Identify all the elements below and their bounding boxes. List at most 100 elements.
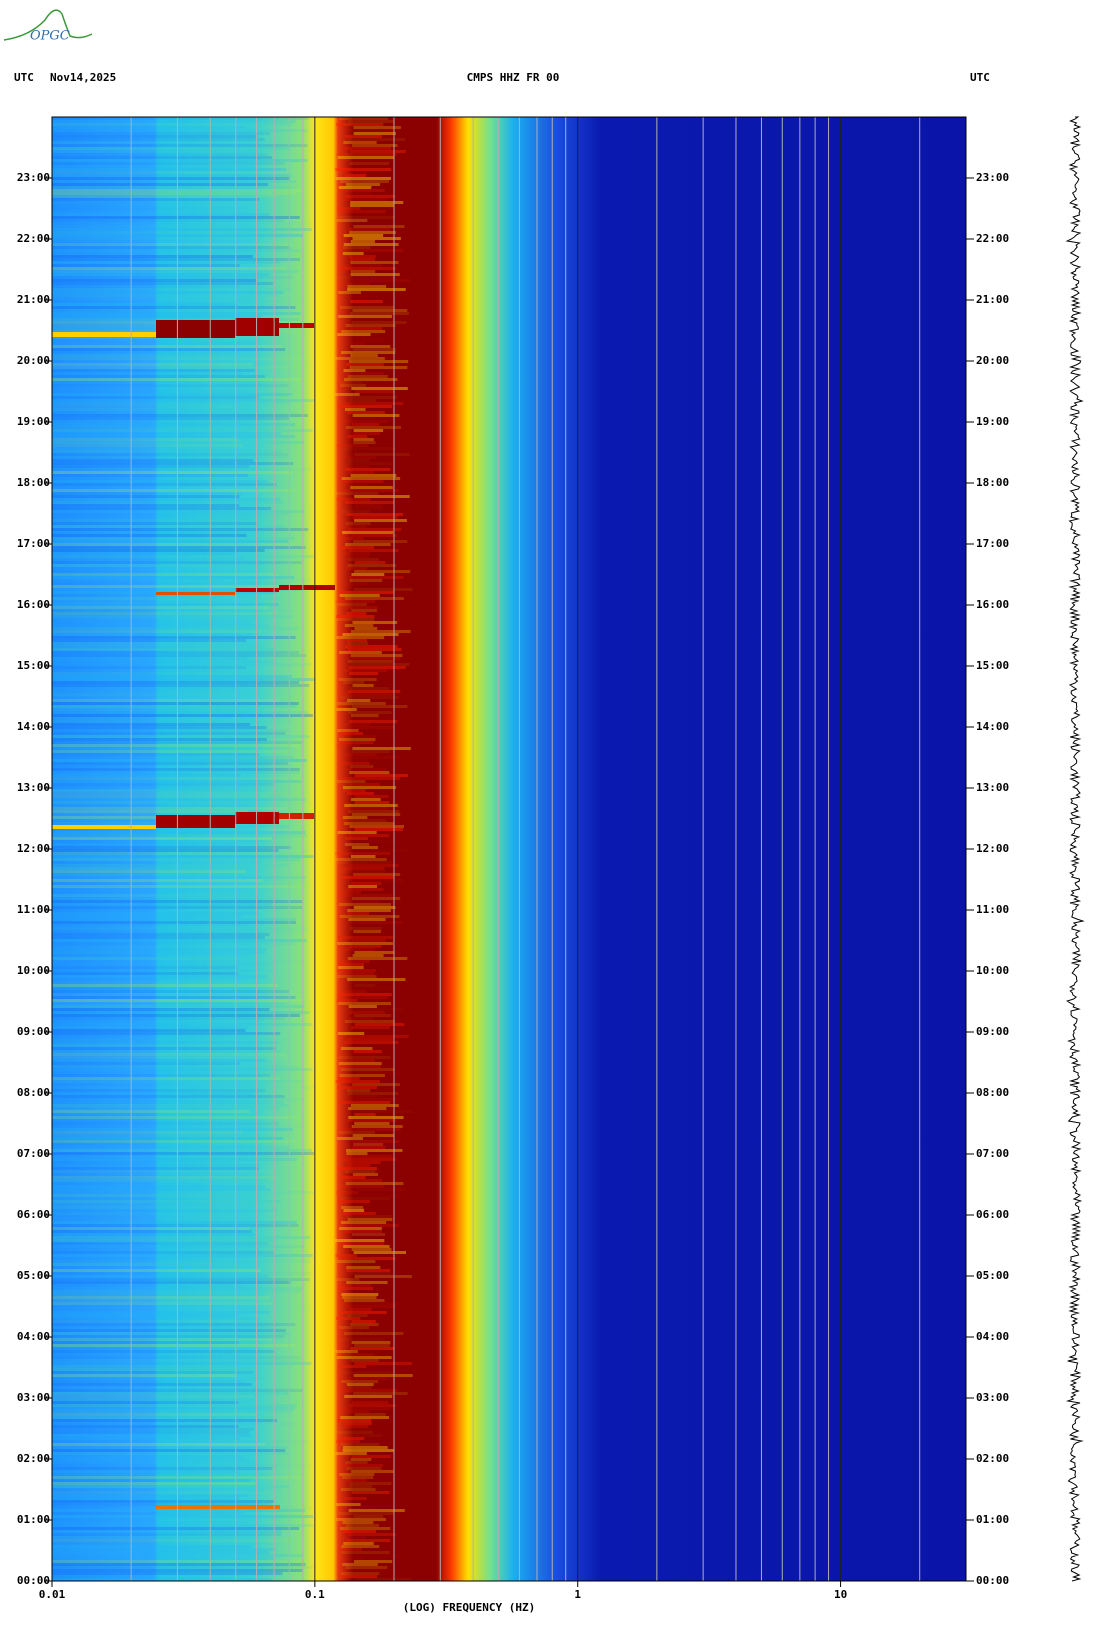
texture-row <box>52 795 271 798</box>
texture-row <box>52 501 283 504</box>
texture-row <box>52 510 305 513</box>
texture-row <box>52 129 308 132</box>
y-tick-label: 11:00 <box>17 903 50 916</box>
y-tick-label: 03:00 <box>17 1391 50 1404</box>
texture-row <box>338 1407 392 1410</box>
texture-row <box>346 699 371 702</box>
texture-row <box>338 1002 392 1005</box>
texture-row <box>342 1563 378 1566</box>
texture-row <box>342 786 397 789</box>
texture-row <box>52 369 256 372</box>
texture-row <box>52 366 313 369</box>
texture-row <box>341 1437 365 1440</box>
texture-row <box>52 126 246 129</box>
texture-row <box>340 1527 391 1530</box>
texture-row <box>342 483 369 486</box>
texture-row <box>349 735 376 738</box>
texture-row <box>52 651 299 654</box>
texture-row <box>52 870 246 873</box>
texture-row <box>52 666 247 669</box>
texture-row <box>348 360 409 363</box>
texture-row <box>52 1416 273 1419</box>
texture-row <box>52 1134 276 1137</box>
texture-row <box>348 528 402 531</box>
texture-row <box>354 561 386 564</box>
texture-row <box>350 474 397 477</box>
texture-row <box>339 1548 363 1551</box>
texture-row <box>52 705 297 708</box>
texture-row <box>52 1191 315 1194</box>
texture-row <box>52 1026 248 1029</box>
texture-row <box>335 1254 357 1257</box>
texture-row <box>52 678 315 681</box>
texture-row <box>336 1260 376 1263</box>
texture-row <box>52 903 272 906</box>
texture-row <box>342 480 384 483</box>
texture-row <box>52 429 313 432</box>
texture-row <box>52 1380 246 1383</box>
texture-row <box>52 720 291 723</box>
texture-row <box>343 822 395 825</box>
texture-row <box>336 219 368 222</box>
texture-row <box>352 747 411 750</box>
texture-row <box>52 480 268 483</box>
texture-row <box>354 1578 413 1581</box>
event <box>156 815 235 828</box>
texture-row <box>340 1158 396 1161</box>
texture-row <box>337 975 377 978</box>
texture-row <box>52 1143 308 1146</box>
texture-row <box>52 1455 245 1458</box>
texture-row <box>52 585 292 588</box>
texture-row <box>346 1479 367 1482</box>
texture-row <box>352 1083 400 1086</box>
texture-row <box>52 1173 247 1176</box>
texture-row <box>52 363 254 366</box>
texture-row <box>52 1281 291 1284</box>
texture-row <box>338 1512 395 1515</box>
texture-row <box>351 846 378 849</box>
texture-row <box>52 1557 274 1560</box>
texture-row <box>339 594 380 597</box>
texture-row <box>336 444 369 447</box>
texture-row <box>52 354 255 357</box>
texture-row <box>350 849 410 852</box>
texture-row <box>353 126 401 129</box>
texture-row <box>347 978 406 981</box>
texture-row <box>52 966 238 969</box>
texture-row <box>52 1119 275 1122</box>
texture-row <box>351 573 385 576</box>
texture-row <box>347 375 388 378</box>
texture-row <box>349 687 390 690</box>
texture-row <box>335 600 376 603</box>
texture-row <box>52 192 297 195</box>
texture-row <box>52 204 312 207</box>
texture-row <box>52 918 297 921</box>
texture-row <box>348 138 406 141</box>
texture-row <box>338 1284 372 1287</box>
texture-row <box>342 252 364 255</box>
texture-row <box>52 132 270 135</box>
texture-row <box>341 1380 379 1383</box>
texture-row <box>52 1545 252 1548</box>
texture-row <box>353 165 378 168</box>
texture-row <box>52 1308 311 1311</box>
texture-row <box>52 1296 270 1299</box>
texture-row <box>52 915 243 918</box>
texture-row <box>52 723 251 726</box>
texture-row <box>337 342 366 345</box>
texture-row <box>52 1305 273 1308</box>
texture-row <box>350 354 378 357</box>
y-tick-label: 16:00 <box>17 598 50 611</box>
texture-row <box>338 186 372 189</box>
texture-row <box>351 1236 399 1239</box>
y-tick-label: 19:00 <box>17 415 50 428</box>
texture-row <box>341 789 366 792</box>
texture-row <box>348 1011 385 1014</box>
texture-row <box>52 714 313 717</box>
texture-row <box>52 1131 243 1134</box>
y-tick-label-right: 04:00 <box>976 1330 1009 1343</box>
texture-row <box>348 549 399 552</box>
axes: 0.01 0.1 1 10 (LOG) FREQUENCY (HZ) 00:00 00:00… <box>17 116 1009 1614</box>
texture-row <box>337 1137 363 1140</box>
texture-row <box>52 1020 261 1023</box>
